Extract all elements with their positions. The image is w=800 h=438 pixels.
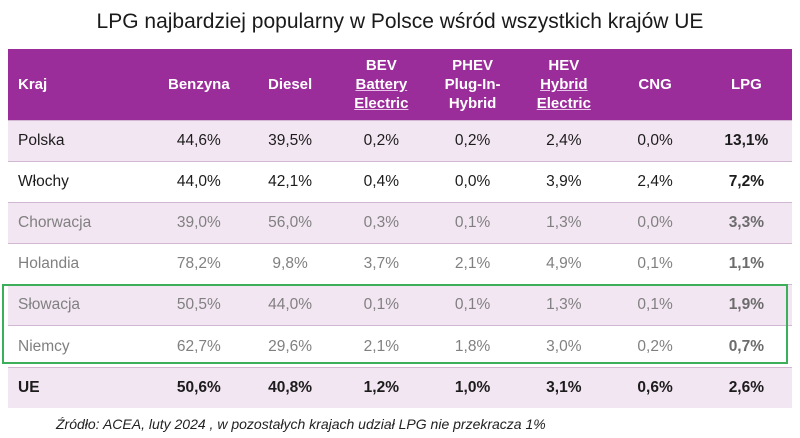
fuel-share-table-container: Kraj Benzyna Diesel BEV Battery Electric… [8,49,792,409]
cell-diesel: 44,0% [268,296,313,314]
cell-bev: 0,2% [363,131,400,149]
cell-bev: 1,2% [363,378,400,396]
cell-diesel: 56,0% [268,213,313,231]
fuel-share-table: Kraj Benzyna Diesel BEV Battery Electric… [8,49,792,409]
cell-lpg: 3,3% [728,213,765,231]
cell-hev: 1,3% [546,296,582,314]
table-body: Polska 44,6% 39,5% 0,2% 0,2% 2,4% 0,0% 1… [8,120,792,409]
cell-lpg: 1,1% [728,255,765,273]
cell-bev: 3,7% [363,255,400,273]
cell-benzyna: 50,5% [176,296,221,314]
table-row: Chorwacja 39,0% 56,0% 0,3% 0,1% 1,3% 0,0… [8,202,792,244]
header-diesel: Diesel [267,75,313,93]
table-row: Włochy 44,0% 42,1% 0,4% 0,0% 3,9% 2,4% 7… [8,161,792,203]
cell-lpg: 13,1% [724,131,769,149]
cell-bev: 2,1% [363,337,400,355]
header-benzyna: Benzyna [168,75,230,93]
header-cng: CNG [638,75,672,93]
cell-cng: 0,1% [637,255,673,273]
cell-phev: 0,1% [454,213,491,231]
cell-cng: 2,4% [637,172,673,190]
cell-hev: 2,4% [546,131,582,149]
cell-kraj: Włochy [18,172,69,190]
header-phev-line3: Hybrid [448,94,497,112]
cell-diesel: 40,8% [268,378,313,396]
cell-benzyna: 39,0% [176,213,221,231]
cell-hev: 3,9% [546,172,582,190]
cell-diesel: 39,5% [268,131,313,149]
table-row: Niemcy 62,7% 29,6% 2,1% 1,8% 3,0% 0,2% 0… [8,325,792,368]
header-bev: BEV Battery Electric [336,49,427,120]
cell-kraj: Polska [18,131,65,149]
header-bev-line3: Electric [354,94,409,112]
cell-lpg: 7,2% [728,172,765,190]
cell-kraj: Holandia [18,255,80,273]
page-title: LPG najbardziej popularny w Polsce wśród… [96,10,704,33]
header-row: Kraj Benzyna Diesel BEV Battery Electric… [8,49,792,120]
table-row: Polska 44,6% 39,5% 0,2% 0,2% 2,4% 0,0% 1… [8,120,792,162]
cell-benzyna: 44,6% [176,131,221,149]
table-row-total: UE 50,6% 40,8% 1,2% 1,0% 3,1% 0,6% 2,6% [8,367,792,409]
cell-phev: 0,0% [454,172,491,190]
header-phev-line2: Plug-In- [444,75,501,93]
cell-benzyna: 62,7% [176,337,221,355]
cell-bev: 0,4% [363,172,400,190]
cell-kraj: Chorwacja [18,213,92,231]
header-hev-line2: Hybrid [540,75,588,93]
cell-cng: 0,0% [637,213,673,231]
header-hev-line1: HEV [548,56,580,74]
cell-phev: 0,1% [454,296,491,314]
cell-benzyna: 78,2% [176,255,221,273]
cell-hev: 1,3% [546,213,582,231]
header-bev-line1: BEV [365,56,397,74]
header-lpg: LPG [730,75,762,93]
cell-hev: 3,1% [546,378,582,396]
table-row: Holandia 78,2% 9,8% 3,7% 2,1% 4,9% 0,1% … [8,243,792,285]
header-phev-line1: PHEV [452,56,494,74]
cell-hev: 3,0% [546,337,582,355]
cell-diesel: 29,6% [268,337,313,355]
cell-cng: 0,1% [637,296,673,314]
table-header: Kraj Benzyna Diesel BEV Battery Electric… [8,49,792,120]
cell-kraj: Słowacja [18,296,81,314]
cell-phev: 1,8% [454,337,491,355]
cell-phev: 2,1% [454,255,491,273]
cell-lpg: 1,9% [728,296,765,314]
cell-lpg: 2,6% [728,378,765,396]
cell-bev: 0,3% [363,213,400,231]
header-hev-line3: Electric [536,94,591,112]
cell-benzyna: 50,6% [176,378,221,396]
header-hev: HEV Hybrid Electric [518,49,609,120]
header-kraj: Kraj [18,75,48,93]
cell-diesel: 42,1% [268,172,313,190]
header-bev-line2: Battery [355,75,408,93]
cell-kraj: UE [18,378,40,396]
cell-hev: 4,9% [546,255,582,273]
cell-cng: 0,6% [637,378,673,396]
cell-cng: 0,0% [637,131,673,149]
cell-benzyna: 44,0% [176,172,221,190]
table-row: Słowacja 50,5% 44,0% 0,1% 0,1% 1,3% 0,1%… [8,284,792,326]
source-note: Źródło: ACEA, luty 2024 , w pozostałych … [56,416,546,432]
cell-diesel: 9,8% [272,255,308,273]
cell-kraj: Niemcy [18,337,70,355]
cell-lpg: 0,7% [728,337,765,355]
header-phev: PHEV Plug-In- Hybrid [427,49,518,120]
cell-phev: 1,0% [454,378,491,396]
cell-bev: 0,1% [363,296,400,314]
cell-cng: 0,2% [637,337,673,355]
cell-phev: 0,2% [454,131,491,149]
